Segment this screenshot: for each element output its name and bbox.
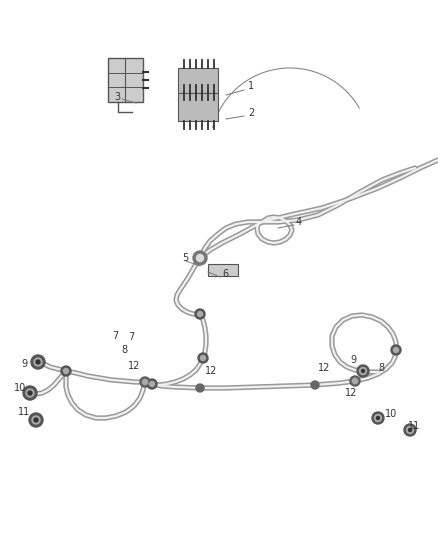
Circle shape: [149, 382, 155, 386]
Text: 12: 12: [205, 366, 217, 376]
FancyBboxPatch shape: [178, 68, 218, 93]
Text: 12: 12: [127, 361, 140, 371]
Text: 8: 8: [378, 363, 384, 373]
Circle shape: [23, 386, 37, 400]
Text: 12: 12: [318, 363, 330, 373]
Text: 5: 5: [182, 253, 188, 263]
Text: 3: 3: [114, 92, 120, 102]
FancyBboxPatch shape: [208, 264, 238, 276]
Circle shape: [357, 365, 369, 377]
Circle shape: [140, 377, 150, 387]
Circle shape: [406, 426, 413, 433]
Circle shape: [198, 255, 202, 261]
Text: 11: 11: [18, 407, 30, 417]
Circle shape: [195, 309, 205, 319]
Circle shape: [377, 416, 379, 419]
Circle shape: [196, 384, 204, 392]
Circle shape: [29, 413, 43, 427]
Text: 10: 10: [14, 383, 26, 393]
Circle shape: [36, 360, 40, 364]
Text: 9: 9: [22, 359, 28, 369]
Text: 11: 11: [408, 421, 420, 431]
Circle shape: [32, 416, 40, 424]
Text: 7: 7: [128, 332, 134, 342]
Text: 1: 1: [248, 81, 254, 91]
Text: 6: 6: [222, 269, 228, 279]
Text: 10: 10: [385, 409, 397, 419]
Circle shape: [193, 251, 207, 265]
Circle shape: [311, 381, 319, 389]
Circle shape: [372, 412, 384, 424]
Text: 2: 2: [248, 108, 254, 118]
Circle shape: [353, 378, 357, 384]
Circle shape: [28, 391, 32, 395]
Circle shape: [350, 376, 360, 386]
Circle shape: [393, 348, 399, 352]
Circle shape: [64, 368, 68, 374]
Text: 9: 9: [350, 355, 356, 365]
Circle shape: [201, 356, 205, 360]
Circle shape: [197, 254, 204, 262]
FancyBboxPatch shape: [108, 58, 143, 102]
FancyBboxPatch shape: [178, 93, 218, 121]
Circle shape: [391, 345, 401, 355]
Circle shape: [198, 353, 208, 363]
Circle shape: [26, 389, 34, 397]
Text: 8: 8: [122, 345, 128, 355]
Circle shape: [374, 415, 381, 422]
Circle shape: [34, 358, 42, 366]
Circle shape: [198, 311, 202, 317]
Circle shape: [61, 366, 71, 376]
Circle shape: [360, 367, 367, 375]
Circle shape: [195, 253, 205, 263]
Text: 4: 4: [296, 217, 302, 227]
Text: 12: 12: [345, 388, 357, 398]
Circle shape: [141, 378, 149, 386]
Circle shape: [142, 379, 148, 384]
Circle shape: [31, 355, 45, 369]
Circle shape: [361, 369, 364, 373]
Circle shape: [409, 429, 411, 432]
Circle shape: [147, 379, 157, 389]
Text: 7: 7: [112, 331, 118, 341]
Circle shape: [404, 424, 416, 436]
Circle shape: [34, 418, 38, 422]
Circle shape: [351, 377, 359, 385]
